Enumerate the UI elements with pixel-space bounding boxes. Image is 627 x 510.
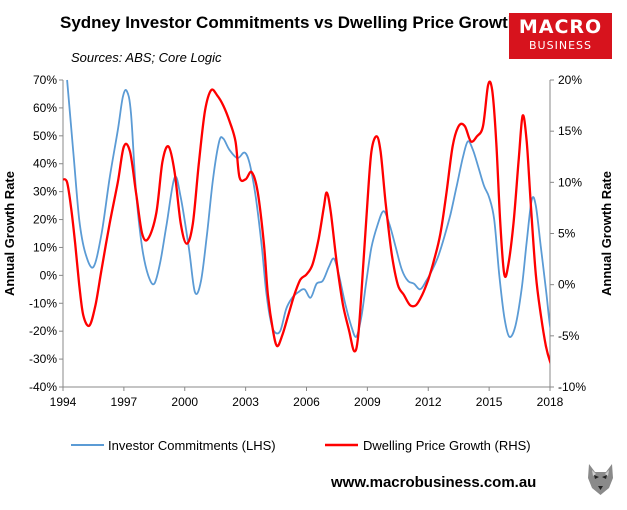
x-tick-label: 2003 — [232, 395, 259, 409]
left-tick-label: 50% — [33, 129, 57, 143]
x-tick-label: 2006 — [293, 395, 320, 409]
x-tick-label: 2009 — [354, 395, 381, 409]
chart-title: Sydney Investor Commitments vs Dwelling … — [60, 13, 519, 32]
left-tick-label: 10% — [33, 240, 57, 254]
x-tick-label: 2000 — [171, 395, 198, 409]
axes: 70% 60% 50% 40% 30% 20% 10% 0% -10% -20% -30% -40% 2… — [2, 73, 614, 409]
legend: Investor Commitments (LHS) Dwelling Price… — [71, 438, 531, 453]
left-axis-title: Annual Growth Rate — [2, 171, 17, 296]
left-tick-label: -10% — [29, 296, 57, 310]
left-tick-label: 70% — [33, 73, 57, 87]
wolf-head-icon — [585, 462, 616, 496]
right-tick-label: -10% — [558, 380, 586, 394]
left-tick-label: 30% — [33, 185, 57, 199]
dwelling-price-growth-line — [63, 80, 550, 365]
website-url: www.macrobusiness.com.au — [331, 474, 537, 491]
right-tick-label: 15% — [558, 124, 582, 138]
x-tick-label: 2015 — [476, 395, 503, 409]
left-tick-label: -20% — [29, 324, 57, 338]
right-axis-title: Annual Growth Rate — [599, 171, 614, 296]
logo-line-1: MACRO — [518, 16, 603, 38]
left-tick-label: 0% — [40, 268, 58, 282]
logo-line-2: BUSINESS — [529, 39, 592, 52]
left-tick-label: -40% — [29, 380, 57, 394]
left-tick-label: 60% — [33, 101, 57, 115]
right-tick-label: 10% — [558, 175, 582, 189]
series-layer — [63, 79, 550, 365]
x-tick-label: 2018 — [537, 395, 564, 409]
legend-label-dwelling-price-growth: Dwelling Price Growth (RHS) — [363, 438, 531, 453]
legend-label-investor-commitments: Investor Commitments (LHS) — [108, 438, 276, 453]
right-tick-label: 20% — [558, 73, 582, 87]
right-tick-label: 5% — [558, 227, 576, 241]
right-tick-label: 0% — [558, 278, 576, 292]
investor-commitments-line — [66, 79, 550, 338]
x-tick-label: 1994 — [50, 395, 77, 409]
macro-business-logo: MACRO BUSINESS — [509, 13, 612, 59]
left-tick-label: 20% — [33, 213, 57, 227]
x-tick-label: 2012 — [415, 395, 442, 409]
left-tick-label: 40% — [33, 157, 57, 171]
right-tick-label: -5% — [558, 329, 580, 343]
source-note: Sources: ABS; Core Logic — [71, 50, 222, 65]
left-tick-label: -30% — [29, 352, 57, 366]
x-tick-label: 1997 — [111, 395, 138, 409]
